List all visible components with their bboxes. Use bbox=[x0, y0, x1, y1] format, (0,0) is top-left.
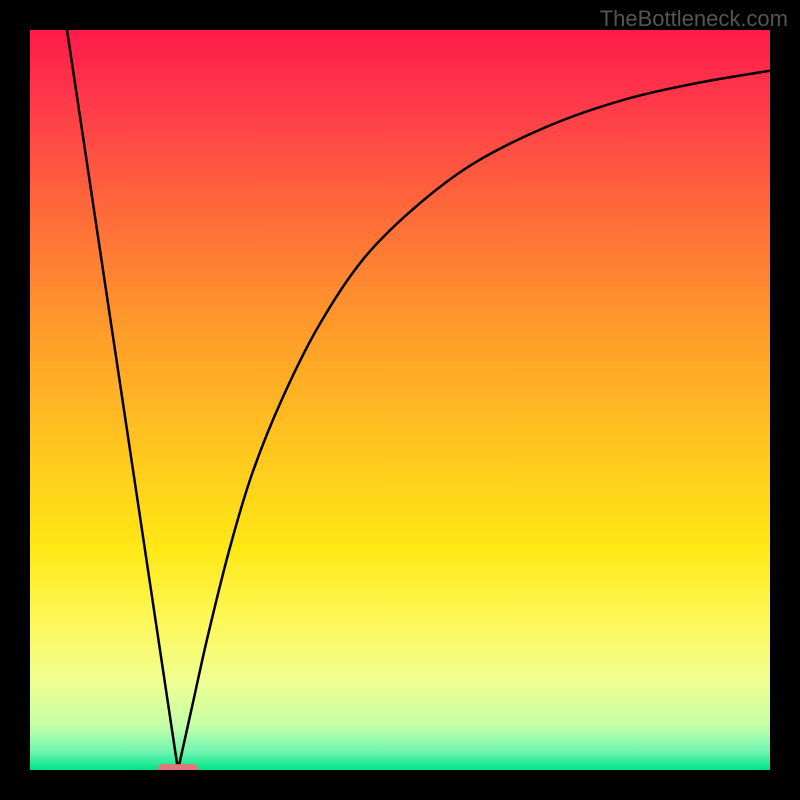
chart-background bbox=[30, 30, 770, 770]
bottleneck-chart bbox=[0, 0, 800, 800]
watermark-text: TheBottleneck.com bbox=[600, 6, 788, 32]
chart-container: TheBottleneck.com bbox=[0, 0, 800, 800]
